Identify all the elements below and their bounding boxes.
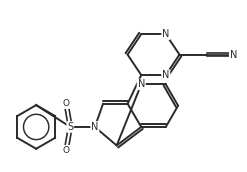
- Text: O: O: [63, 146, 70, 155]
- Text: N: N: [138, 79, 145, 89]
- Text: S: S: [67, 122, 73, 132]
- Text: N: N: [230, 50, 237, 60]
- Text: N: N: [91, 122, 99, 132]
- Text: N: N: [162, 70, 169, 80]
- Text: O: O: [63, 99, 70, 108]
- Text: N: N: [162, 29, 169, 39]
